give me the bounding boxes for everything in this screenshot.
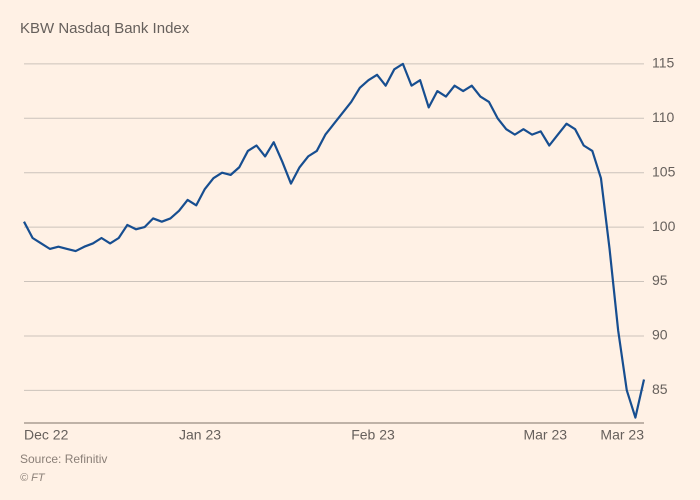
x-tick-label: Mar 23 xyxy=(523,426,567,442)
y-tick-label: 100 xyxy=(652,218,676,234)
y-tick-label: 105 xyxy=(652,163,676,179)
y-tick-label: 90 xyxy=(652,327,668,343)
y-tick-label: 95 xyxy=(652,272,668,288)
plot-area: 85 90 95 100 105 110 115 Dec 22 Jan 23 Feb 23 Mar … xyxy=(20,47,680,445)
y-tick-label: 115 xyxy=(652,55,675,71)
chart-container: KBW Nasdaq Bank Index 85 90 95 100 105 110 115… xyxy=(20,20,680,444)
chart-svg: 85 90 95 100 105 110 115 Dec 22 Jan 23 Feb 23 Mar … xyxy=(20,47,680,445)
y-tick-label: 110 xyxy=(652,109,675,125)
y-tick-label: 85 xyxy=(652,381,668,397)
copyright-label: © FT xyxy=(20,470,107,487)
x-tick-label: Jan 23 xyxy=(179,426,221,442)
chart-title: KBW Nasdaq Bank Index xyxy=(20,20,680,37)
source-label: Source: Refinitiv xyxy=(20,450,107,468)
chart-footer: Source: Refinitiv © FT xyxy=(20,450,107,487)
x-tick-label: Dec 22 xyxy=(24,426,69,442)
x-tick-label: Mar 23 xyxy=(600,426,644,442)
x-tick-label: Feb 23 xyxy=(351,426,395,442)
series-line xyxy=(24,64,644,418)
